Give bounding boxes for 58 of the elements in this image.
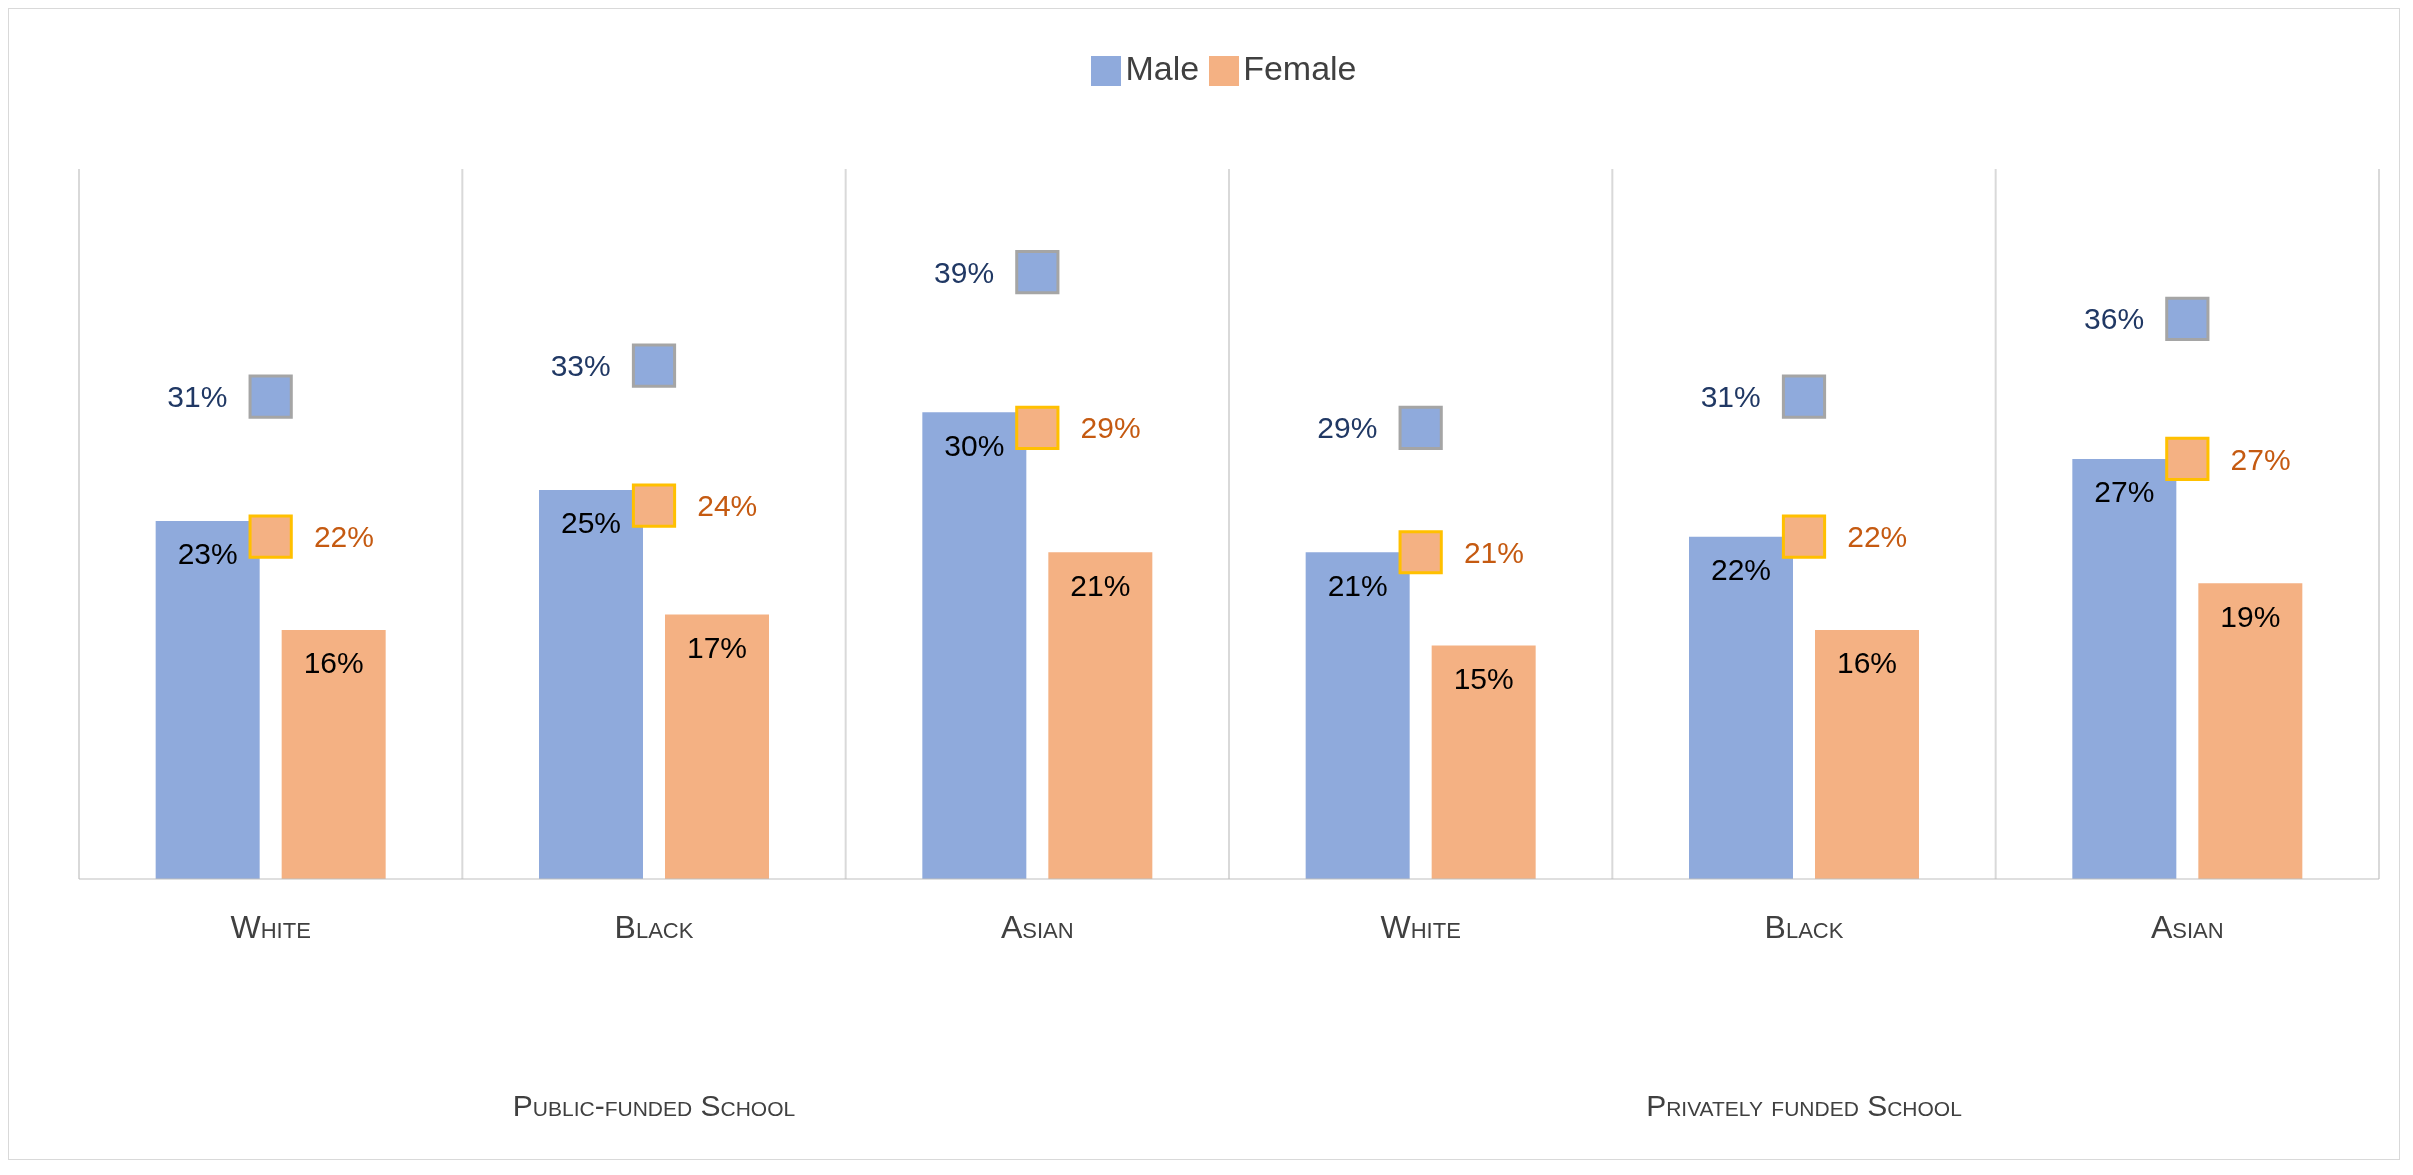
data-label: 22%: [1847, 520, 1908, 554]
data-label: 23%: [177, 537, 238, 571]
data-label: 21%: [1327, 568, 1388, 602]
data-label: 17%: [686, 630, 748, 664]
x-tick-label: Asian: [2150, 908, 2224, 945]
point: [248, 374, 293, 419]
bar: [665, 614, 769, 879]
bar: [539, 490, 643, 879]
data-label: 16%: [1836, 646, 1898, 680]
data-label: 22%: [313, 520, 374, 554]
point: [2165, 436, 2210, 481]
bar: [281, 630, 386, 879]
data-label: 22%: [1710, 552, 1772, 586]
text: Public-funded School: [511, 1089, 797, 1123]
point: [1015, 405, 1060, 450]
data-label: 39%: [934, 255, 995, 289]
data-label: 25%: [560, 506, 622, 540]
data-label: 36%: [2084, 302, 2145, 336]
data-label: 27%: [2230, 442, 2291, 476]
x-tick-label: Asian: [1000, 908, 1074, 945]
legend-label: Male: [1125, 49, 1200, 87]
data-label: 24%: [697, 489, 758, 523]
point: [1398, 405, 1443, 450]
bar: [922, 412, 1027, 879]
bar: [1048, 552, 1153, 879]
data-label: 21%: [1463, 535, 1524, 569]
legend-label: Female: [1243, 49, 1357, 87]
bar: [1689, 536, 1793, 879]
point: [1781, 374, 1827, 419]
data-label: 27%: [2094, 475, 2155, 509]
data-label: 15%: [1453, 661, 1514, 695]
point: [631, 483, 677, 528]
data-label: 33%: [550, 349, 611, 383]
point: [2165, 296, 2210, 341]
x-tick-label: Black: [614, 908, 694, 945]
data-label: 16%: [303, 646, 364, 680]
bar: [155, 521, 260, 879]
bar: [2072, 458, 2177, 879]
data-label: 31%: [1700, 380, 1761, 414]
x-tick-label: Black: [1764, 908, 1844, 945]
x-tick-label: White: [230, 908, 311, 945]
bar: [1815, 630, 1919, 879]
data-label: 30%: [944, 428, 1005, 462]
data-label: 29%: [1080, 411, 1141, 445]
point: [1015, 250, 1060, 295]
data-label: 31%: [167, 380, 228, 414]
x-tick-label: White: [1380, 908, 1461, 945]
data-label: 29%: [1317, 411, 1378, 445]
text: Privately funded School: [1645, 1089, 1963, 1123]
data-label: 19%: [2220, 599, 2281, 633]
bar: [1305, 552, 1410, 879]
data-label: 21%: [1070, 568, 1131, 602]
point: [248, 514, 293, 559]
point: [1398, 530, 1443, 575]
point: [1781, 514, 1827, 559]
bar: [1431, 645, 1536, 879]
bar: [2198, 583, 2303, 879]
point: [631, 343, 677, 388]
